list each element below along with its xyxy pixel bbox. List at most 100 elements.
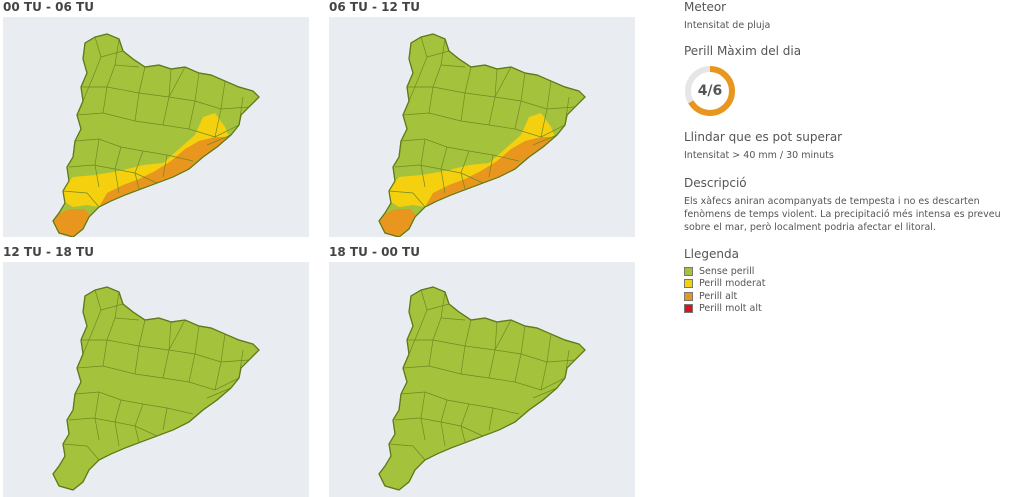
- comarca-border: [102, 291, 120, 367]
- comarca-border: [114, 146, 122, 194]
- comarca-border: [74, 138, 194, 162]
- map-area: [3, 17, 309, 237]
- legend-label: Perill molt alt: [699, 303, 762, 315]
- legend-swatch: [684, 266, 693, 276]
- danger-gauge: 4/6: [684, 65, 736, 117]
- catalonia-map: [52, 33, 260, 237]
- region-perill-moderat: [61, 113, 229, 207]
- meteor-heading: Meteor: [684, 0, 727, 14]
- comarca-border: [100, 303, 124, 311]
- comarca-border: [162, 407, 168, 431]
- comarca-border: [428, 38, 446, 114]
- panel-title: 00 TU - 06 TU: [3, 0, 94, 14]
- legend-label: Perill alt: [699, 290, 738, 302]
- panel-title: 18 TU - 00 TU: [329, 245, 420, 259]
- comarca-border: [134, 150, 144, 190]
- comarca-border: [440, 317, 466, 321]
- comarca-border: [488, 407, 494, 431]
- comarca-border: [74, 391, 194, 415]
- gauge-value: 4/6: [697, 83, 723, 99]
- legend-swatch: [684, 304, 693, 314]
- comarca-border: [94, 138, 100, 188]
- description-text: Els xàfecs aniran acompanyats de tempest…: [684, 196, 1001, 233]
- comarca-border: [62, 190, 100, 208]
- comarca-border: [488, 154, 494, 178]
- comarca-border: [440, 399, 448, 447]
- legend-swatch: [684, 279, 693, 289]
- catalonia-map: [378, 286, 586, 491]
- comarca-border: [168, 319, 186, 351]
- coast-outline: [52, 286, 260, 491]
- coast-outline: [52, 33, 260, 237]
- comarca-border: [206, 387, 232, 399]
- max-danger-heading: Perill Màxim del dia: [684, 44, 802, 58]
- comarca-border: [460, 150, 470, 190]
- region-perill-moderat: [387, 113, 555, 207]
- map-panel-12-18: 12 TU - 18 TU: [3, 245, 309, 497]
- comarca-border: [206, 134, 232, 146]
- comarca-border: [82, 36, 102, 102]
- map-panel-06-12: 06 TU - 12 TU: [329, 0, 635, 237]
- gauge-ring: [685, 66, 735, 116]
- comarca-border: [532, 387, 558, 399]
- legend-item-perill-alt: Perill alt: [684, 290, 1014, 303]
- info-sidebar: Meteor Intensitat de pluja Perill Màxim …: [684, 0, 1014, 315]
- comarca-border: [428, 291, 446, 367]
- comarca-border: [402, 365, 566, 391]
- comarca-border: [62, 443, 100, 461]
- catalonia-map: [378, 33, 586, 237]
- legend-item-perill-moderat: Perill moderat: [684, 278, 1014, 291]
- legend-item-perill-molt-alt: Perill molt alt: [684, 303, 1014, 316]
- comarca-border: [460, 403, 470, 443]
- coast-outline: [378, 286, 586, 491]
- description-heading: Descripció: [684, 176, 747, 190]
- threshold-value: Intensitat > 40 mm / 30 minuts: [684, 150, 834, 161]
- region-sense-perill: [378, 286, 586, 491]
- comarca-border: [114, 399, 122, 447]
- comarca-border: [408, 289, 428, 355]
- region-perill-alt: [53, 137, 229, 237]
- catalonia-map: [52, 286, 260, 491]
- comarca-border: [102, 38, 120, 114]
- meteor-value: Intensitat de pluja: [684, 20, 771, 31]
- comarca-border: [388, 190, 426, 208]
- legend-label: Sense perill: [699, 265, 755, 277]
- comarca-border: [134, 403, 144, 443]
- legend-label: Perill moderat: [699, 278, 766, 290]
- coast-outline: [378, 33, 586, 237]
- comarca-border: [402, 112, 566, 138]
- comarca-border: [420, 138, 426, 188]
- region-sense-perill: [52, 286, 260, 491]
- comarca-border: [388, 443, 426, 461]
- comarca-border: [400, 391, 520, 415]
- map-area: [329, 262, 635, 497]
- comarca-border: [426, 303, 450, 311]
- comarca-border: [76, 112, 240, 138]
- comarca-border: [426, 50, 450, 58]
- legend-heading: Llegenda: [684, 247, 739, 261]
- comarca-border: [100, 50, 124, 58]
- comarca-border: [440, 64, 466, 68]
- panel-title: 06 TU - 12 TU: [329, 0, 420, 14]
- legend-item-sense-perill: Sense perill: [684, 265, 1014, 278]
- comarca-border: [494, 66, 512, 98]
- comarca-border: [400, 138, 520, 162]
- comarca-border: [82, 289, 102, 355]
- map-panel-00-06: 00 TU - 06 TU: [3, 0, 309, 237]
- comarca-border: [114, 317, 140, 321]
- comarca-border: [420, 391, 426, 441]
- legend-swatch: [684, 291, 693, 301]
- comarca-border: [94, 391, 100, 441]
- comarca-border: [168, 66, 186, 98]
- comarca-border: [76, 365, 240, 391]
- comarca-border: [494, 319, 512, 351]
- gauge-arc: [685, 66, 735, 116]
- legend: Sense perill Perill moderat Perill alt P…: [684, 265, 1014, 315]
- comarca-border: [114, 64, 140, 68]
- map-area: [329, 17, 635, 237]
- comarca-border: [440, 146, 448, 194]
- comarca-border: [532, 134, 558, 146]
- comarca-border: [162, 154, 168, 178]
- comarca-border: [408, 36, 428, 102]
- threshold-heading: Llindar que es pot superar: [684, 130, 843, 144]
